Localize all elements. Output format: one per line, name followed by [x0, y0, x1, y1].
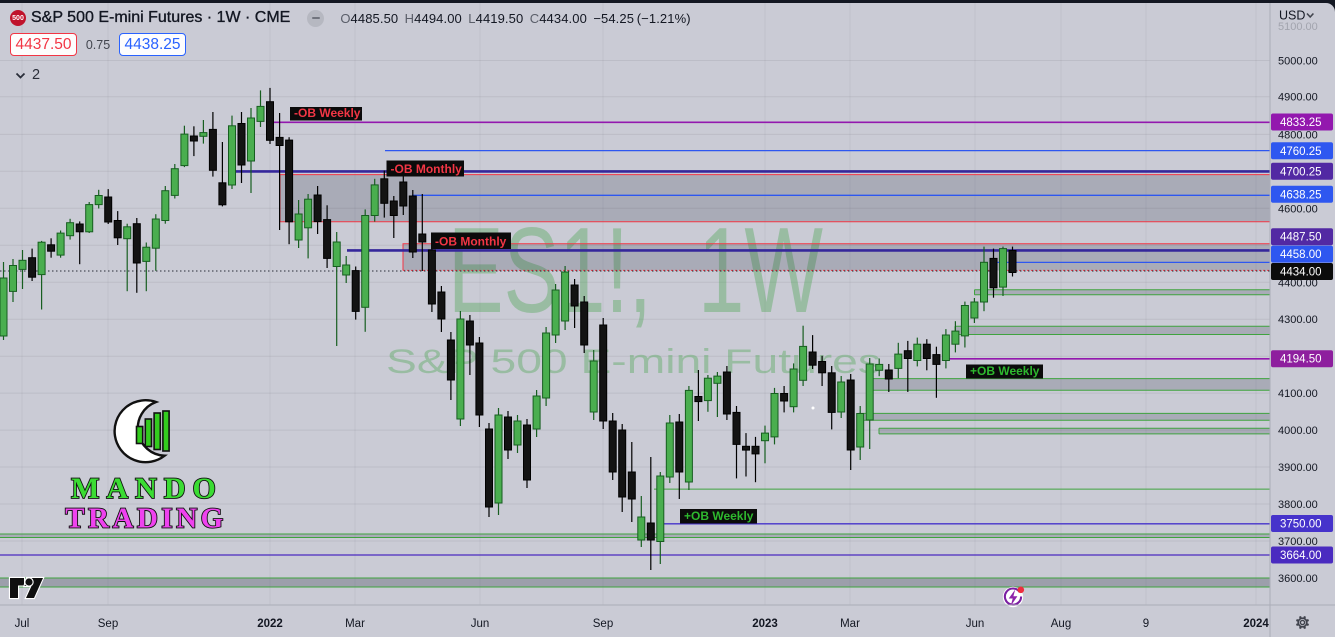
svg-text:4900.00: 4900.00	[1278, 92, 1318, 104]
svg-text:-OB Weekly: -OB Weekly	[294, 106, 361, 120]
svg-text:MANDO: MANDO	[71, 472, 223, 505]
svg-text:9: 9	[1143, 618, 1149, 630]
svg-text:USD: USD	[1279, 9, 1305, 23]
svg-text:5000.00: 5000.00	[1278, 56, 1318, 68]
svg-text:4000.00: 4000.00	[1278, 425, 1318, 437]
svg-text:3700.00: 3700.00	[1278, 536, 1318, 548]
svg-text:4300.00: 4300.00	[1278, 314, 1318, 326]
svg-text:Sep: Sep	[98, 618, 118, 630]
svg-text:3750.00: 3750.00	[1280, 519, 1322, 531]
svg-text:4487.50: 4487.50	[1280, 232, 1322, 244]
svg-text:4600.00: 4600.00	[1278, 203, 1318, 215]
svg-text:4434.00: 4434.00	[1280, 267, 1322, 279]
svg-text:Mar: Mar	[345, 618, 365, 630]
svg-text:3800.00: 3800.00	[1278, 499, 1318, 511]
svg-text:4100.00: 4100.00	[1278, 388, 1318, 400]
svg-text:+OB Weekly: +OB Weekly	[970, 364, 1040, 378]
svg-text:Aug: Aug	[1051, 618, 1071, 630]
svg-text:+OB Weekly: +OB Weekly	[684, 509, 754, 523]
svg-text:5100.00: 5100.00	[1278, 21, 1318, 33]
svg-text:4194.50: 4194.50	[1280, 354, 1322, 366]
svg-text:-OB Monthly: -OB Monthly	[391, 162, 463, 176]
svg-text:Jul: Jul	[15, 618, 30, 630]
svg-text:Jun: Jun	[966, 618, 985, 630]
svg-text:3900.00: 3900.00	[1278, 462, 1318, 474]
svg-text:S&P 500 E-mini Futures: S&P 500 E-mini Futures	[386, 343, 881, 381]
svg-text:4800.00: 4800.00	[1278, 129, 1318, 141]
svg-text:4638.25: 4638.25	[1280, 189, 1322, 201]
svg-text:3664.00: 3664.00	[1280, 550, 1322, 562]
svg-text:3600.00: 3600.00	[1278, 573, 1318, 585]
svg-text:2023: 2023	[752, 618, 778, 630]
svg-text:2022: 2022	[257, 618, 283, 630]
svg-text:4700.25: 4700.25	[1280, 166, 1322, 178]
svg-text:TRADING: TRADING	[65, 503, 226, 535]
svg-text:4760.25: 4760.25	[1280, 146, 1322, 158]
svg-text:Sep: Sep	[593, 618, 613, 630]
svg-text:-OB Monthly: -OB Monthly	[435, 235, 507, 249]
svg-text:4458.00: 4458.00	[1280, 249, 1322, 261]
svg-text:Mar: Mar	[840, 618, 860, 630]
svg-text:4400.00: 4400.00	[1278, 277, 1318, 289]
svg-text:4833.25: 4833.25	[1280, 117, 1322, 129]
svg-text:2024: 2024	[1243, 618, 1269, 630]
svg-text:Jun: Jun	[471, 618, 490, 630]
